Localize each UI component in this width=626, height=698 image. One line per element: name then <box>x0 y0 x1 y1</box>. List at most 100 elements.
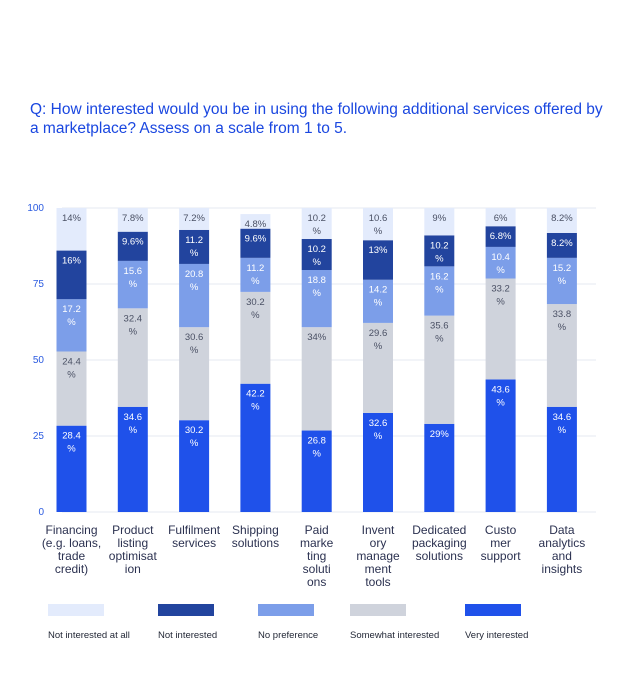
data-label: 30.2% <box>185 425 204 449</box>
x-tick-label: Dedicated packaging solutions <box>404 524 474 563</box>
data-label: 14% <box>62 213 82 224</box>
y-tick-label: 75 <box>33 279 45 290</box>
data-label: 30.2% <box>246 297 265 321</box>
data-label: 8.2% <box>551 238 573 249</box>
x-tick-label-line: analytics <box>538 536 586 550</box>
x-tick-label: Custo mer support <box>466 524 536 563</box>
x-tick-label-line: Fulfilment <box>168 523 221 537</box>
legend-label: Not interested <box>158 630 218 641</box>
data-label: 18.8% <box>307 275 326 299</box>
x-tick-label-line: insights <box>541 562 583 576</box>
bar-segment <box>363 322 393 413</box>
x-tick-label-line: Custo <box>484 523 517 537</box>
legend-label: Somewhat interested <box>350 630 440 641</box>
bar-segment <box>424 235 455 267</box>
bar-segment <box>240 257 271 292</box>
data-label: 9.6% <box>245 234 267 245</box>
x-tick-label-line: ory <box>369 536 387 550</box>
bar-segment <box>301 327 332 431</box>
bar-segment <box>424 315 455 424</box>
x-tick-label: Product listing optimisat ion <box>98 524 168 576</box>
data-label: 43.6% <box>491 384 510 408</box>
x-tick-label-line: listing <box>117 536 149 550</box>
bar-segment <box>363 208 393 241</box>
legend-swatch <box>350 604 406 616</box>
bar-segment <box>179 263 210 328</box>
data-label: 26.8% <box>307 436 326 460</box>
x-tick-label: Paid marke ting soluti ons <box>282 524 352 589</box>
x-tick-label-line: ting <box>307 549 327 563</box>
x-tick-label: Shipping solutions <box>220 524 290 550</box>
data-label: 42.2% <box>246 389 265 413</box>
bar-segment <box>363 240 393 280</box>
x-tick-label-line: and <box>551 549 572 563</box>
x-tick-label-line: soluti <box>302 562 331 576</box>
bar-segment <box>240 291 271 384</box>
bar-segment <box>56 208 87 251</box>
data-label: 33.8% <box>553 309 572 333</box>
bar-segment <box>485 246 516 279</box>
x-tick-label-line: solutions <box>231 536 280 550</box>
data-label: 9.6% <box>122 237 144 248</box>
bar-segment <box>179 208 210 230</box>
x-tick-label-line: Data <box>549 523 575 537</box>
y-tick-label: 25 <box>33 431 45 442</box>
data-label: 7.8% <box>122 213 144 224</box>
x-tick-label-line: ion <box>124 562 141 576</box>
bar-segment <box>363 279 393 323</box>
bar-segment <box>56 299 87 352</box>
data-label: 8.2% <box>551 213 573 224</box>
bar-segment <box>424 266 455 316</box>
data-label: 10.2% <box>307 244 326 268</box>
data-label: 32.6% <box>369 418 388 442</box>
x-tick-label-line: Invent <box>361 523 395 537</box>
data-label: 6% <box>494 213 508 224</box>
data-label: 10.2% <box>430 240 449 264</box>
x-tick-label-line: ment <box>364 562 392 576</box>
x-tick-label-line: (e.g. loans, <box>41 536 102 550</box>
x-tick-label-line: ons <box>307 575 327 589</box>
bar-segment <box>546 208 577 233</box>
data-label: 10.2% <box>307 213 326 237</box>
x-tick-label-line: Product <box>112 523 154 537</box>
legend-swatch <box>465 604 521 616</box>
data-label: 13% <box>368 245 388 256</box>
legend-label: Very interested <box>465 630 529 641</box>
y-tick-label: 0 <box>38 507 44 518</box>
data-label: 29.6% <box>369 328 388 352</box>
bar-segment <box>56 425 87 512</box>
legend-label: No preference <box>258 630 319 641</box>
legend-swatch <box>48 604 104 616</box>
x-tick-label-line: manage <box>356 549 400 563</box>
bar-segment <box>179 229 210 264</box>
data-label: 34% <box>307 332 327 343</box>
legend-label: Not interested at all <box>48 630 130 641</box>
x-tick-label: Invent ory manage ment tools <box>343 524 413 589</box>
data-label: 32.4% <box>124 313 143 337</box>
bar-segment <box>546 406 577 512</box>
data-label: 9% <box>432 213 446 224</box>
bar-segment <box>240 228 271 258</box>
bar-segment <box>546 257 577 305</box>
data-label: 11.2% <box>247 263 265 287</box>
bar-segment <box>424 423 455 512</box>
x-tick-label-line: mer <box>490 536 511 550</box>
data-label: 30.6% <box>185 332 204 356</box>
y-tick-label: 50 <box>33 355 45 366</box>
bar-segment <box>179 327 210 421</box>
bar-segment <box>485 208 516 227</box>
bar-segment <box>363 412 393 512</box>
x-tick-label-line: Financing <box>45 523 98 537</box>
bar-segment <box>546 232 577 258</box>
x-tick-label-line: optimisat <box>108 549 157 563</box>
x-tick-label: Fulfilment services <box>159 524 229 550</box>
data-label: 34.6% <box>553 412 572 436</box>
data-label: 10.6% <box>369 213 388 237</box>
bar-segment <box>485 278 516 380</box>
x-tick-label: Financing (e.g. loans, trade credit) <box>37 524 107 576</box>
data-label: 20.8% <box>185 269 204 293</box>
y-tick-label: 100 <box>27 203 44 214</box>
bar-segment <box>117 308 148 407</box>
x-tick-label-line: solutions <box>415 549 463 563</box>
